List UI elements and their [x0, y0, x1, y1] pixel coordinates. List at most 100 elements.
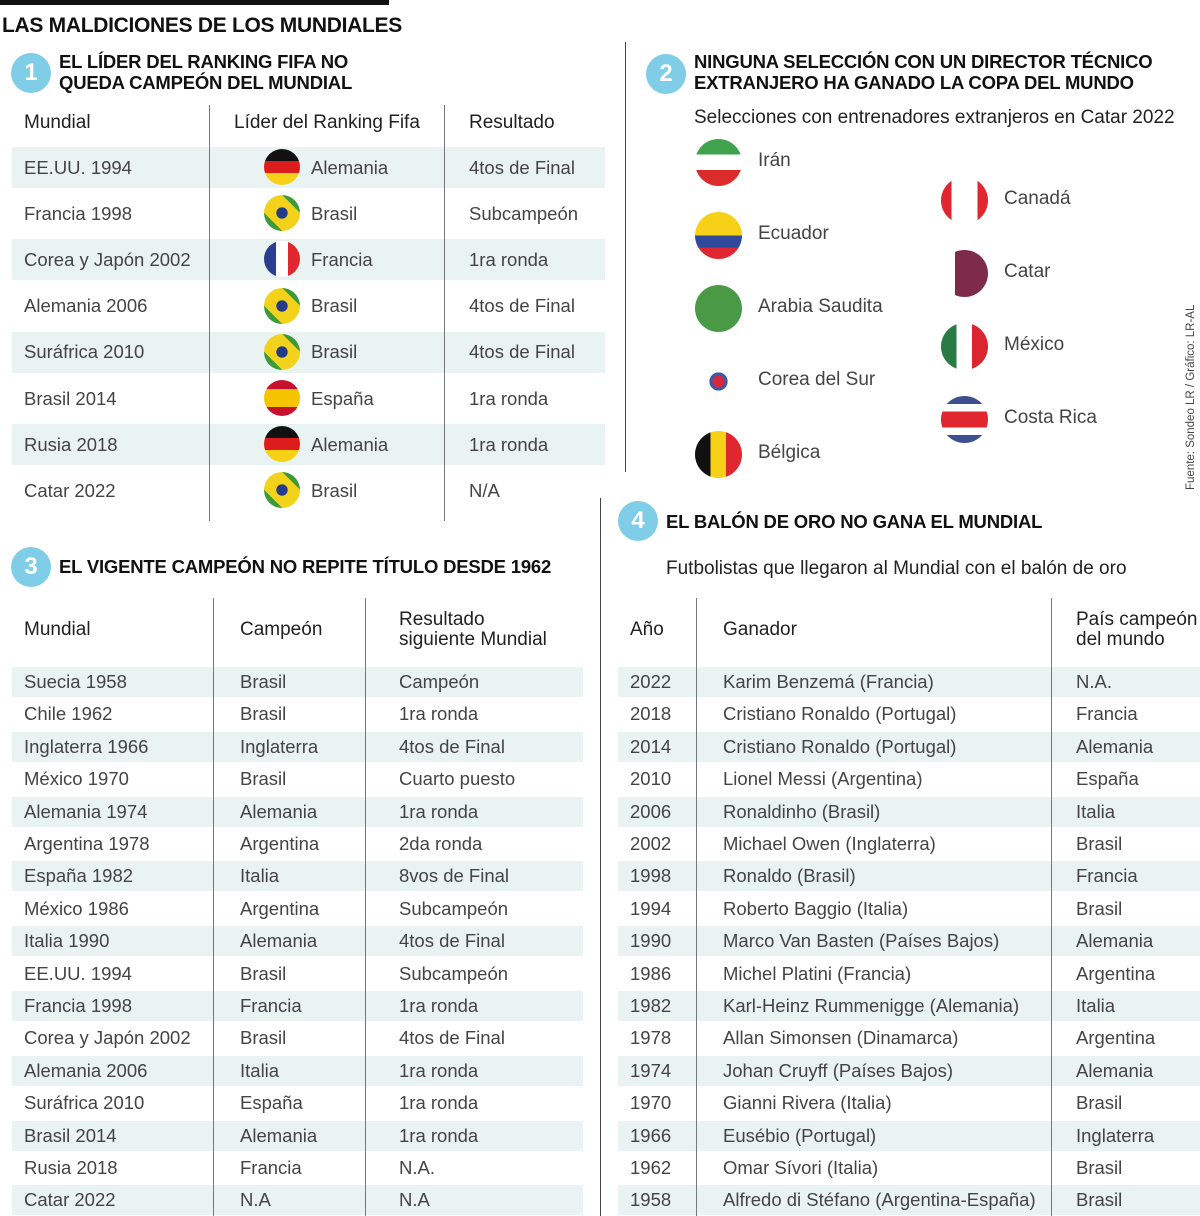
ganador-cell: Alfredo di Stéfano (Argentina-España) [723, 1189, 1036, 1211]
ganador-cell: Karim Benzemá (Francia) [723, 671, 934, 692]
table-row: Suecia 1958 Brasil Campeón [12, 667, 583, 697]
section-divider [600, 498, 601, 1216]
ganador-cell: Cristiano Ronaldo (Portugal) [723, 703, 957, 725]
pais-campeon-cell: Alemania [1076, 1059, 1154, 1081]
table-row: Rusia 2018 Alemania 1ra ronda [12, 424, 605, 466]
mundial-cell: Inglaterra 1966 [24, 735, 149, 757]
country-label: Canadá [1004, 188, 1071, 209]
pais-campeon-cell: Brasil [1076, 897, 1123, 919]
ganador-cell: Omar Sívori (Italia) [723, 1157, 879, 1178]
header-pais-line1: País campeón [1076, 609, 1198, 630]
table-row: 1966 Eusébio (Portugal) Inglaterra [618, 1120, 1200, 1151]
section-number-3: 3 [11, 547, 51, 587]
ano-cell: 1986 [630, 962, 672, 984]
column-divider [209, 105, 210, 521]
spain-flag-icon [264, 380, 300, 416]
header-ganador: Ganador [723, 619, 797, 640]
resultado-cell: 8vos de Final [399, 865, 510, 887]
germany-flag-icon [264, 149, 300, 185]
ganador-cell: Johan Cruyff (Países Bajos) [723, 1059, 953, 1081]
resultado-cell: 4tos de Final [399, 1027, 505, 1049]
campeon-cell: Alemania [240, 1124, 318, 1146]
ganador-cell: Gianni Rivera (Italia) [723, 1092, 892, 1114]
mundial-cell: Brasil 2014 [24, 387, 117, 409]
section-2-title-line1: NINGUNA SELECCIÓN CON UN DIRECTOR TÉCNIC… [694, 51, 1153, 72]
mundial-cell: Argentina 1978 [24, 833, 150, 854]
ganador-cell: Allan Simonsen (Dinamarca) [723, 1027, 959, 1049]
resultado-cell: 1ra ronda [399, 703, 479, 725]
header-campeon: Campeón [240, 619, 323, 640]
ano-cell: 1990 [630, 930, 672, 952]
section-divider [625, 42, 626, 472]
ganador-cell: Marco Van Basten (Países Bajos) [723, 930, 1000, 952]
ano-cell: 1962 [630, 1157, 672, 1178]
ano-cell: 1978 [630, 1027, 672, 1049]
country-label: Corea del Sur [758, 369, 876, 390]
table-row: 2014 Cristiano Ronaldo (Portugal) Alemania [618, 731, 1200, 762]
table-row: Brasil 2014 España 1ra ronda [12, 378, 605, 419]
mundial-cell: Alemania 2006 [24, 295, 148, 317]
ano-cell: 2022 [630, 671, 672, 692]
campeon-cell: N.A [240, 1189, 271, 1211]
brazil-flag-icon [264, 287, 300, 324]
table-row: 2018 Cristiano Ronaldo (Portugal) Francia [618, 699, 1200, 729]
ano-cell: 1958 [630, 1189, 672, 1211]
mundial-cell: Corea y Japón 2002 [24, 1027, 191, 1049]
mundial-cell: México 1986 [24, 897, 129, 919]
resultado-cell: N/A [469, 479, 500, 501]
campeon-cell: Italia [240, 865, 280, 887]
mundial-cell: Francia 1998 [24, 202, 132, 224]
korea-flag-icon [695, 358, 742, 405]
campeon-cell: Brasil [240, 768, 287, 790]
country-label: Costa Rica [1004, 407, 1097, 428]
mundial-cell: Catar 2022 [24, 479, 116, 501]
ganador-cell: Lionel Messi (Argentina) [723, 768, 923, 790]
pais-campeon-cell: Brasil [1076, 833, 1123, 854]
campeon-cell: Italia [240, 1059, 280, 1081]
saudi-flag-icon [695, 285, 742, 332]
pais-campeon-cell: Brasil [1076, 1092, 1123, 1114]
header-resultado-line1: Resultado [399, 609, 485, 630]
table-row: Suráfrica 2010 Brasil 4tos de Final [12, 331, 605, 373]
table-row: Italia 1990 Alemania 4tos de Final [12, 926, 583, 957]
resultado-cell: 2da ronda [399, 833, 483, 854]
table-row: Brasil 2014 Alemania 1ra ronda [12, 1120, 583, 1151]
header-ano: Año [630, 619, 664, 640]
table-row: 1982 Karl-Heinz Rummenigge (Alemania) Ital… [618, 991, 1200, 1021]
campeon-cell: Francia [240, 995, 302, 1016]
pais-campeon-cell: Argentina [1076, 1027, 1156, 1049]
ganador-cell: Roberto Baggio (Italia) [723, 897, 909, 919]
table-row: 1958 Alfredo di Stéfano (Argentina-España… [618, 1185, 1200, 1216]
section-4-title: EL BALÓN DE ORO NO GANA EL MUNDIAL [666, 511, 1043, 532]
source-credit: Fuente: Sondeo LR / Gráfico: LR-AL [1185, 304, 1197, 490]
table-row: 1974 Johan Cruyff (Países Bajos) Alemania [618, 1055, 1200, 1086]
pais-campeon-cell: España [1076, 768, 1139, 790]
table-row: Francia 1998 Francia 1ra ronda [12, 991, 583, 1021]
resultado-cell: Subcampeón [469, 202, 579, 224]
resultado-cell: 1ra ronda [399, 995, 479, 1016]
header-pais-line2: del mundo [1076, 629, 1165, 650]
table-row: Suráfrica 2010 España 1ra ronda [12, 1088, 583, 1118]
campeon-cell: Brasil [240, 703, 287, 725]
pais-campeon-cell: Alemania [1076, 735, 1154, 757]
ganador-cell: Michel Platini (Francia) [723, 962, 912, 984]
resultado-cell: 1ra ronda [399, 1092, 479, 1114]
ganador-cell: Ronaldinho (Brasil) [723, 800, 881, 822]
ganador-cell: Cristiano Ronaldo (Portugal) [723, 735, 957, 757]
lider-cell: España [311, 387, 374, 409]
pais-campeon-cell: N.A. [1076, 671, 1112, 692]
table-row: México 1970 Brasil Cuarto puesto [12, 764, 583, 794]
ano-cell: 2010 [630, 768, 672, 790]
ganador-cell: Karl-Heinz Rummenigge (Alemania) [723, 995, 1020, 1016]
belgium-flag-icon [695, 431, 742, 478]
pais-campeon-cell: Francia [1076, 703, 1138, 725]
france-flag-icon [264, 241, 300, 278]
mundial-cell: Alemania 1974 [24, 800, 148, 822]
ano-cell: 2018 [630, 703, 672, 725]
table-row: EE.UU. 1994 Brasil Subcampeón [12, 959, 583, 989]
table-row: México 1986 Argentina Subcampeón [12, 894, 583, 924]
table-row: España 1982 Italia 8vos de Final [12, 861, 583, 892]
iran-flag-icon [695, 139, 742, 186]
table-row: Alemania 1974 Alemania 1ra ronda [12, 796, 583, 827]
header-resultado: Resultado siguiente Mundial [399, 610, 547, 650]
